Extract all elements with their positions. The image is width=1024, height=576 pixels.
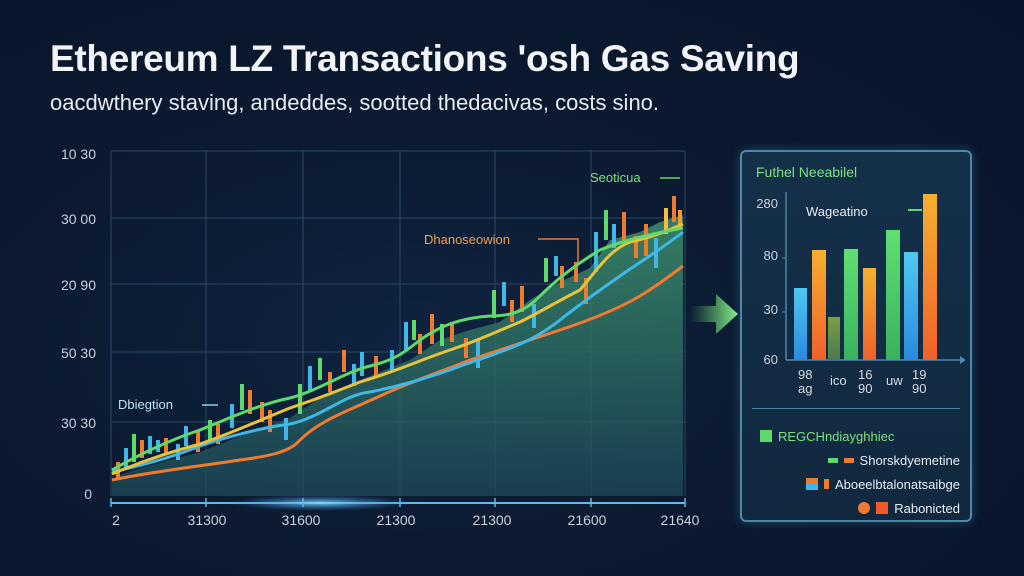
page-title: Ethereum LZ Transactions 'osh Gas Saving [50,38,800,79]
legend-swatch-icon [876,502,889,514]
orange-annotation-label: Dhanoseowion [424,232,511,247]
bar [812,250,826,360]
side-bar-chart [782,192,966,364]
legend-item: Shorskdyemetine [760,448,960,472]
bar [794,288,807,360]
y-tick-label: 20 90 [60,277,96,293]
yellow-line [111,222,684,476]
panel-x-label: 19 90 [912,367,927,396]
legend: REGCHndiayghhiec Shorskdyemetine Aboeelb… [760,424,960,520]
panel-y-tick-label: 80 [763,248,778,263]
bar [828,317,840,360]
panel-title: Futhel Neeabilel [756,164,858,180]
y-tick-label: 50 30 [60,345,96,361]
area-fill [112,215,683,496]
legend-swatch-icon [760,430,772,442]
panel-x-label: ico [830,373,847,388]
legend-item: Rabonicted [760,496,960,520]
side-bar-chart-panel: Futhel Neeabilel 280 80 30 60 Wageatino … [740,150,972,522]
x-tick-label: 2 [112,512,120,528]
legend-swatch-icon [827,457,838,463]
x-tick-label: 31600 [281,512,321,528]
panel-y-tick-label: 280 [756,196,778,211]
legend-item: REGCHndiayghhiec [760,424,960,448]
legend-swatch-icon [858,502,871,514]
panel-y-tick-label: 30 [763,302,778,317]
legend-swatch-icon [823,479,829,489]
panel-x-label: uw [886,373,903,388]
bar [863,268,876,360]
panel-y-tick-label: 60 [763,352,778,367]
legend-swatch-icon [843,457,854,463]
orange-annotation-connector [538,238,579,262]
x-tick-label: 31300 [187,512,227,528]
green-annotation-label: Seoticua [590,170,641,185]
bar [886,230,900,360]
cyan-line [111,230,684,474]
y-tick-label: 30 00 [60,211,96,227]
bar [923,194,937,360]
green-line [111,226,684,472]
bar [844,249,858,360]
bar [904,252,918,360]
x-tick-label: 21300 [472,512,512,528]
x-tick-label: 21300 [376,512,416,528]
panel-divider [752,408,960,409]
panel-x-label: 98 ag [798,367,813,396]
cyan-annotation-label: Dbiegtion [118,397,173,412]
y-tick-label: 10 30 [60,146,96,162]
arrow-right-icon [690,294,738,334]
legend-swatch-icon [805,478,818,490]
x-tick-label: 21640 [660,512,700,528]
page-subtitle: oacdwthery staving, andeddes, sootted th… [50,90,660,115]
panel-annotation-label: Wageatino [806,204,868,219]
panel-x-label: 16 90 [858,367,873,396]
y-tick-label: 30 30 [60,415,96,431]
y-tick-label: 0 [84,486,92,502]
legend-item: Aboeelbtalonatsaibge [760,472,960,496]
x-tick-label: 21600 [567,512,607,528]
